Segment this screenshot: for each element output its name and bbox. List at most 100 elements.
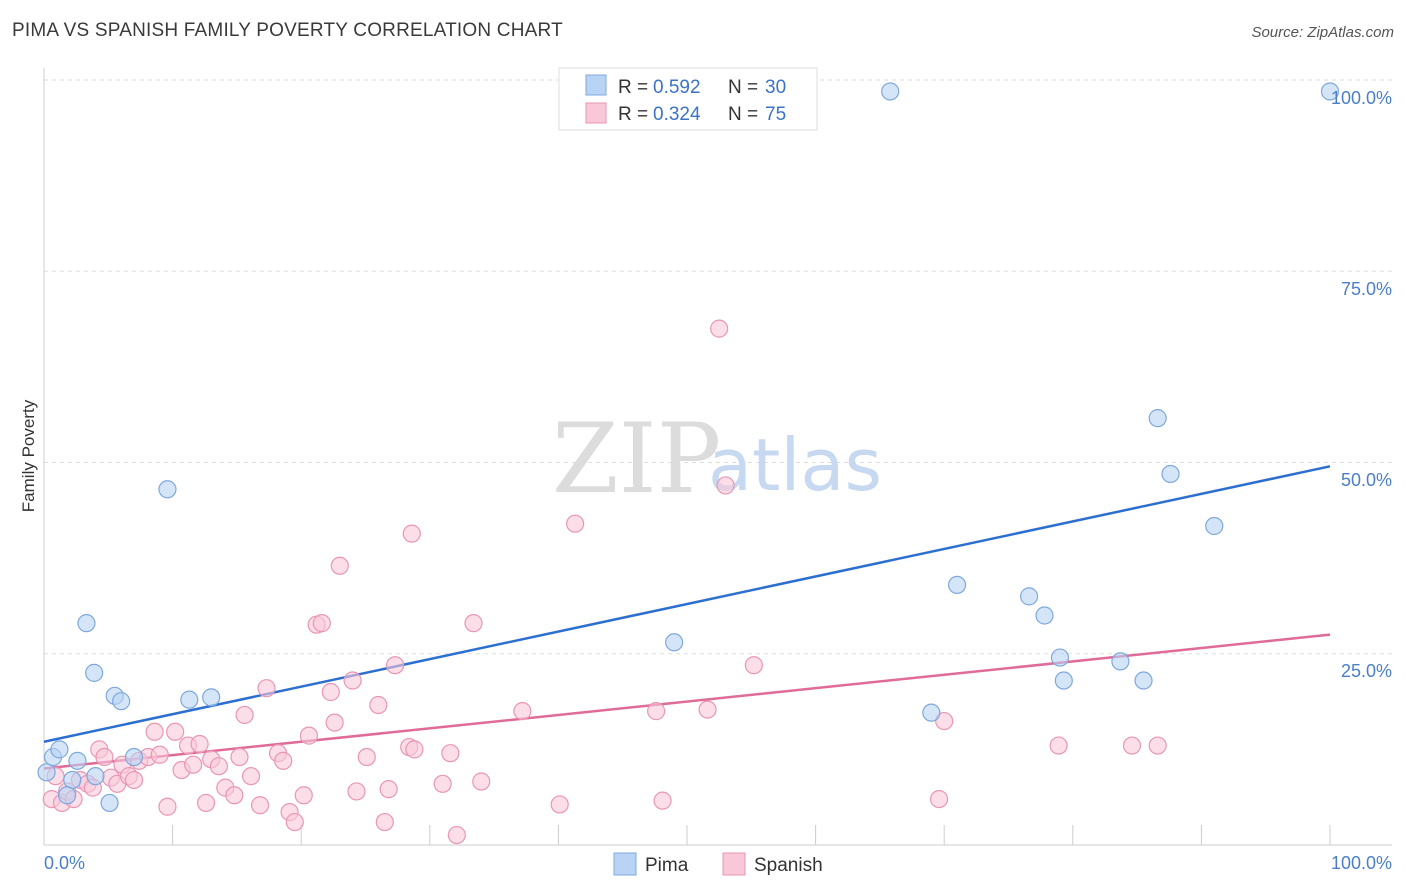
watermark-atlas: atlas bbox=[708, 423, 882, 507]
pima-point-25 bbox=[1134, 671, 1153, 690]
legend-bottom-label-spanish: Spanish bbox=[754, 855, 823, 876]
spanish-point-52 bbox=[385, 656, 405, 675]
y-axis-title: Family Poverty bbox=[19, 399, 38, 512]
legend-top: R = 0.592 N = 30 R = 0.324 N = 75 bbox=[558, 67, 818, 131]
pima-point-27 bbox=[1161, 464, 1180, 484]
spanish-point-62 bbox=[550, 795, 569, 814]
pima-point-13 bbox=[158, 480, 177, 499]
spanish-point-20 bbox=[166, 722, 185, 741]
spanish-point-68 bbox=[716, 476, 735, 495]
legend-pima-r-label: R = bbox=[618, 77, 648, 98]
spanish-point-19 bbox=[158, 797, 177, 816]
spanish-point-70 bbox=[929, 789, 949, 809]
spanish-point-60 bbox=[472, 772, 491, 791]
legend-spanish-n-label: N = bbox=[728, 104, 758, 125]
spanish-point-56 bbox=[433, 774, 452, 793]
chart-source: Source: ZipAtlas.com bbox=[1251, 24, 1394, 41]
pima-point-21 bbox=[1035, 606, 1054, 625]
spanish-point-24 bbox=[190, 734, 209, 754]
spanish-point-47 bbox=[347, 782, 366, 801]
spanish-point-49 bbox=[369, 695, 388, 715]
spanish-point-31 bbox=[235, 705, 254, 725]
spanish-point-67 bbox=[710, 319, 729, 338]
pima-point-12 bbox=[124, 747, 144, 767]
data-points bbox=[37, 82, 1340, 845]
spanish-point-71 bbox=[935, 711, 954, 731]
pima-point-19 bbox=[947, 575, 967, 595]
legend-spanish-r-value: 0.324 bbox=[653, 104, 701, 125]
spanish-point-64 bbox=[647, 702, 666, 721]
spanish-point-65 bbox=[653, 791, 672, 810]
spanish-point-50 bbox=[375, 812, 394, 832]
spanish-point-46 bbox=[343, 671, 362, 690]
legend-pima-n-label: N = bbox=[728, 77, 758, 98]
spanish-point-29 bbox=[225, 786, 244, 805]
pima-point-22 bbox=[1050, 648, 1070, 667]
y-tick-label-25: 25.0% bbox=[1341, 661, 1392, 681]
spanish-point-27 bbox=[209, 757, 228, 776]
pima-point-26 bbox=[1148, 409, 1167, 428]
legend-bottom-swatch-pima bbox=[613, 852, 637, 876]
watermark-zip: ZIP bbox=[552, 403, 721, 515]
legend-bottom: Pima Spanish bbox=[613, 852, 823, 876]
spanish-point-9 bbox=[95, 747, 114, 767]
pima-point-29 bbox=[1320, 82, 1340, 101]
pima-point-11 bbox=[112, 692, 131, 711]
pima-point-15 bbox=[202, 688, 221, 707]
legend-spanish-n-value: 75 bbox=[765, 104, 786, 125]
legend-bottom-label-pima: Pima bbox=[645, 855, 689, 876]
legend-spanish-r-label: R = bbox=[618, 104, 648, 125]
pima-point-0 bbox=[37, 763, 56, 782]
y-tick-label-100: 100.0% bbox=[1331, 88, 1392, 108]
x-tick-label-min: 0.0% bbox=[44, 853, 85, 873]
pima-point-4 bbox=[58, 786, 77, 805]
spanish-point-23 bbox=[184, 755, 203, 774]
pima-point-9 bbox=[100, 793, 119, 813]
spanish-point-66 bbox=[698, 700, 717, 719]
spanish-point-63 bbox=[566, 514, 585, 533]
pima-point-18 bbox=[922, 703, 941, 722]
spanish-point-40 bbox=[299, 726, 319, 745]
pima-point-7 bbox=[85, 663, 104, 682]
pima-point-24 bbox=[1111, 652, 1130, 671]
spanish-point-33 bbox=[250, 796, 270, 815]
spanish-point-51 bbox=[379, 780, 398, 799]
pima-point-28 bbox=[1205, 516, 1224, 536]
spanish-point-59 bbox=[464, 614, 483, 633]
pima-point-16 bbox=[665, 633, 684, 652]
y-tick-label-75: 75.0% bbox=[1341, 279, 1392, 299]
spanish-point-72 bbox=[1049, 736, 1068, 755]
spanish-point-42 bbox=[312, 614, 331, 633]
pima-point-20 bbox=[1019, 587, 1039, 606]
watermark: ZIP atlas bbox=[552, 403, 882, 515]
spanish-point-18 bbox=[150, 745, 169, 764]
spanish-point-45 bbox=[330, 556, 349, 575]
legend-pima-n-value: 30 bbox=[765, 77, 786, 98]
spanish-point-44 bbox=[325, 713, 344, 732]
pima-point-3 bbox=[63, 770, 82, 790]
legend-swatch-spanish bbox=[585, 102, 607, 124]
chart-title: PIMA VS SPANISH FAMILY POVERTY CORRELATI… bbox=[12, 20, 563, 41]
grid-lines bbox=[44, 79, 1392, 655]
spanish-point-57 bbox=[441, 744, 460, 763]
pima-point-8 bbox=[86, 767, 105, 786]
spanish-point-17 bbox=[145, 722, 164, 741]
y-tick-label-50: 50.0% bbox=[1341, 470, 1392, 490]
pima-point-17 bbox=[881, 82, 900, 101]
axes bbox=[43, 68, 1392, 846]
pima-trend-line bbox=[43, 465, 1331, 743]
spanish-point-74 bbox=[1148, 736, 1167, 755]
spanish-point-69 bbox=[744, 656, 763, 675]
spanish-point-54 bbox=[405, 740, 424, 759]
spanish-point-14 bbox=[124, 770, 144, 790]
spanish-point-25 bbox=[196, 793, 216, 813]
spanish-point-73 bbox=[1122, 736, 1142, 755]
spanish-point-48 bbox=[357, 747, 376, 767]
spanish-point-58 bbox=[447, 825, 466, 845]
spanish-point-61 bbox=[513, 702, 532, 721]
spanish-point-55 bbox=[402, 524, 421, 543]
pima-point-6 bbox=[77, 614, 96, 633]
spanish-point-32 bbox=[241, 767, 261, 786]
pima-point-14 bbox=[180, 690, 199, 709]
